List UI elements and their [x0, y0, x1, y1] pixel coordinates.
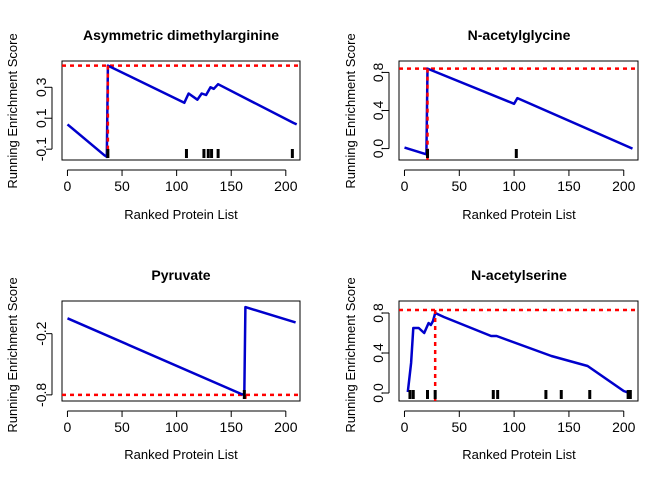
panel-4-title: N-acetylserine	[471, 267, 567, 283]
panel-2-y-tick-label: 0.0	[370, 139, 386, 159]
panel-4-x-tick-label: 50	[452, 419, 468, 435]
panel-1-x-tick-label: 0	[64, 178, 72, 194]
panel-3: Pyruvate Ranked Protein List Running Enr…	[5, 267, 301, 462]
panel-3-x-tick-label: 200	[274, 419, 298, 435]
panel-4-y-tick-label: 0.4	[370, 343, 386, 363]
panel-3-frame	[61, 300, 301, 402]
panel-1-xlabel: Ranked Protein List	[124, 207, 238, 222]
panel-3-y-tick-label: -0.2	[33, 321, 49, 345]
panel-4-x-tick-label: 0	[401, 419, 409, 435]
panel-2-frame	[398, 60, 639, 161]
panel-3-y-tick-label: -0.8	[33, 383, 49, 407]
panel-1-ylabel: Running Enrichment Score	[5, 33, 20, 188]
panel-2-y-tick-label: 0.4	[370, 101, 386, 121]
panel-4-x-tick-label: 100	[502, 419, 526, 435]
panel-3-enrichment-curve	[67, 305, 296, 397]
panel-2-y-tick-label: 0.8	[370, 62, 386, 82]
panel-4-y-tick-label: 0.8	[370, 303, 386, 323]
panel-2: N-acetylglycine Ranked Protein List Runn…	[343, 27, 639, 222]
panel-2-x-tick-label: 150	[557, 178, 581, 194]
panel-1-x-tick-label: 150	[220, 178, 244, 194]
panel-3-x-tick-label: 100	[165, 419, 189, 435]
panel-3-x-tick-label: 150	[220, 419, 244, 435]
panel-4-ylabel: Running Enrichment Score	[343, 277, 358, 432]
panel-4-y-tick-label: 0.0	[370, 383, 386, 403]
panel-2-x-tick-label: 50	[452, 178, 468, 194]
panel-1-y-tick-label: 0.1	[33, 108, 49, 128]
panel-2-x-tick-label: 0	[401, 178, 409, 194]
panel-1-y-tick-label: -0.1	[33, 137, 49, 161]
panel-1-x-tick-label: 100	[165, 178, 189, 194]
panel-2-x-tick-label: 200	[612, 178, 636, 194]
panel-4-x-tick-label: 150	[557, 419, 581, 435]
panel-2-enrichment-curve	[404, 67, 634, 156]
panel-3-x-tick-label: 0	[64, 419, 72, 435]
panel-1-x-tick-label: 200	[274, 178, 298, 194]
panel-2-xlabel: Ranked Protein List	[462, 207, 576, 222]
panel-3-x-tick-label: 50	[114, 419, 130, 435]
panel-2-x-tick-label: 100	[502, 178, 526, 194]
panel-3-title: Pyruvate	[151, 267, 210, 283]
panel-4-frame	[398, 300, 639, 402]
panel-1-x-tick-label: 50	[114, 178, 130, 194]
panel-1-enrichment-curve	[66, 64, 298, 159]
panel-1-y-tick-label: 0.3	[33, 77, 49, 97]
panel-1: Asymmetric dimethylarginine Ranked Prote…	[5, 27, 301, 222]
panel-2-ylabel: Running Enrichment Score	[343, 33, 358, 188]
panel-3-ylabel: Running Enrichment Score	[5, 277, 20, 432]
panel-1-title: Asymmetric dimethylarginine	[83, 27, 279, 43]
panel-4-enrichment-curve	[406, 311, 630, 395]
panel-1-frame	[61, 60, 301, 161]
panel-4-x-tick-label: 200	[612, 419, 636, 435]
panel-3-xlabel: Ranked Protein List	[124, 447, 238, 462]
panel-4: N-acetylserine Ranked Protein List Runni…	[343, 267, 639, 462]
panel-4-xlabel: Ranked Protein List	[462, 447, 576, 462]
panel-2-title: N-acetylglycine	[468, 27, 571, 43]
